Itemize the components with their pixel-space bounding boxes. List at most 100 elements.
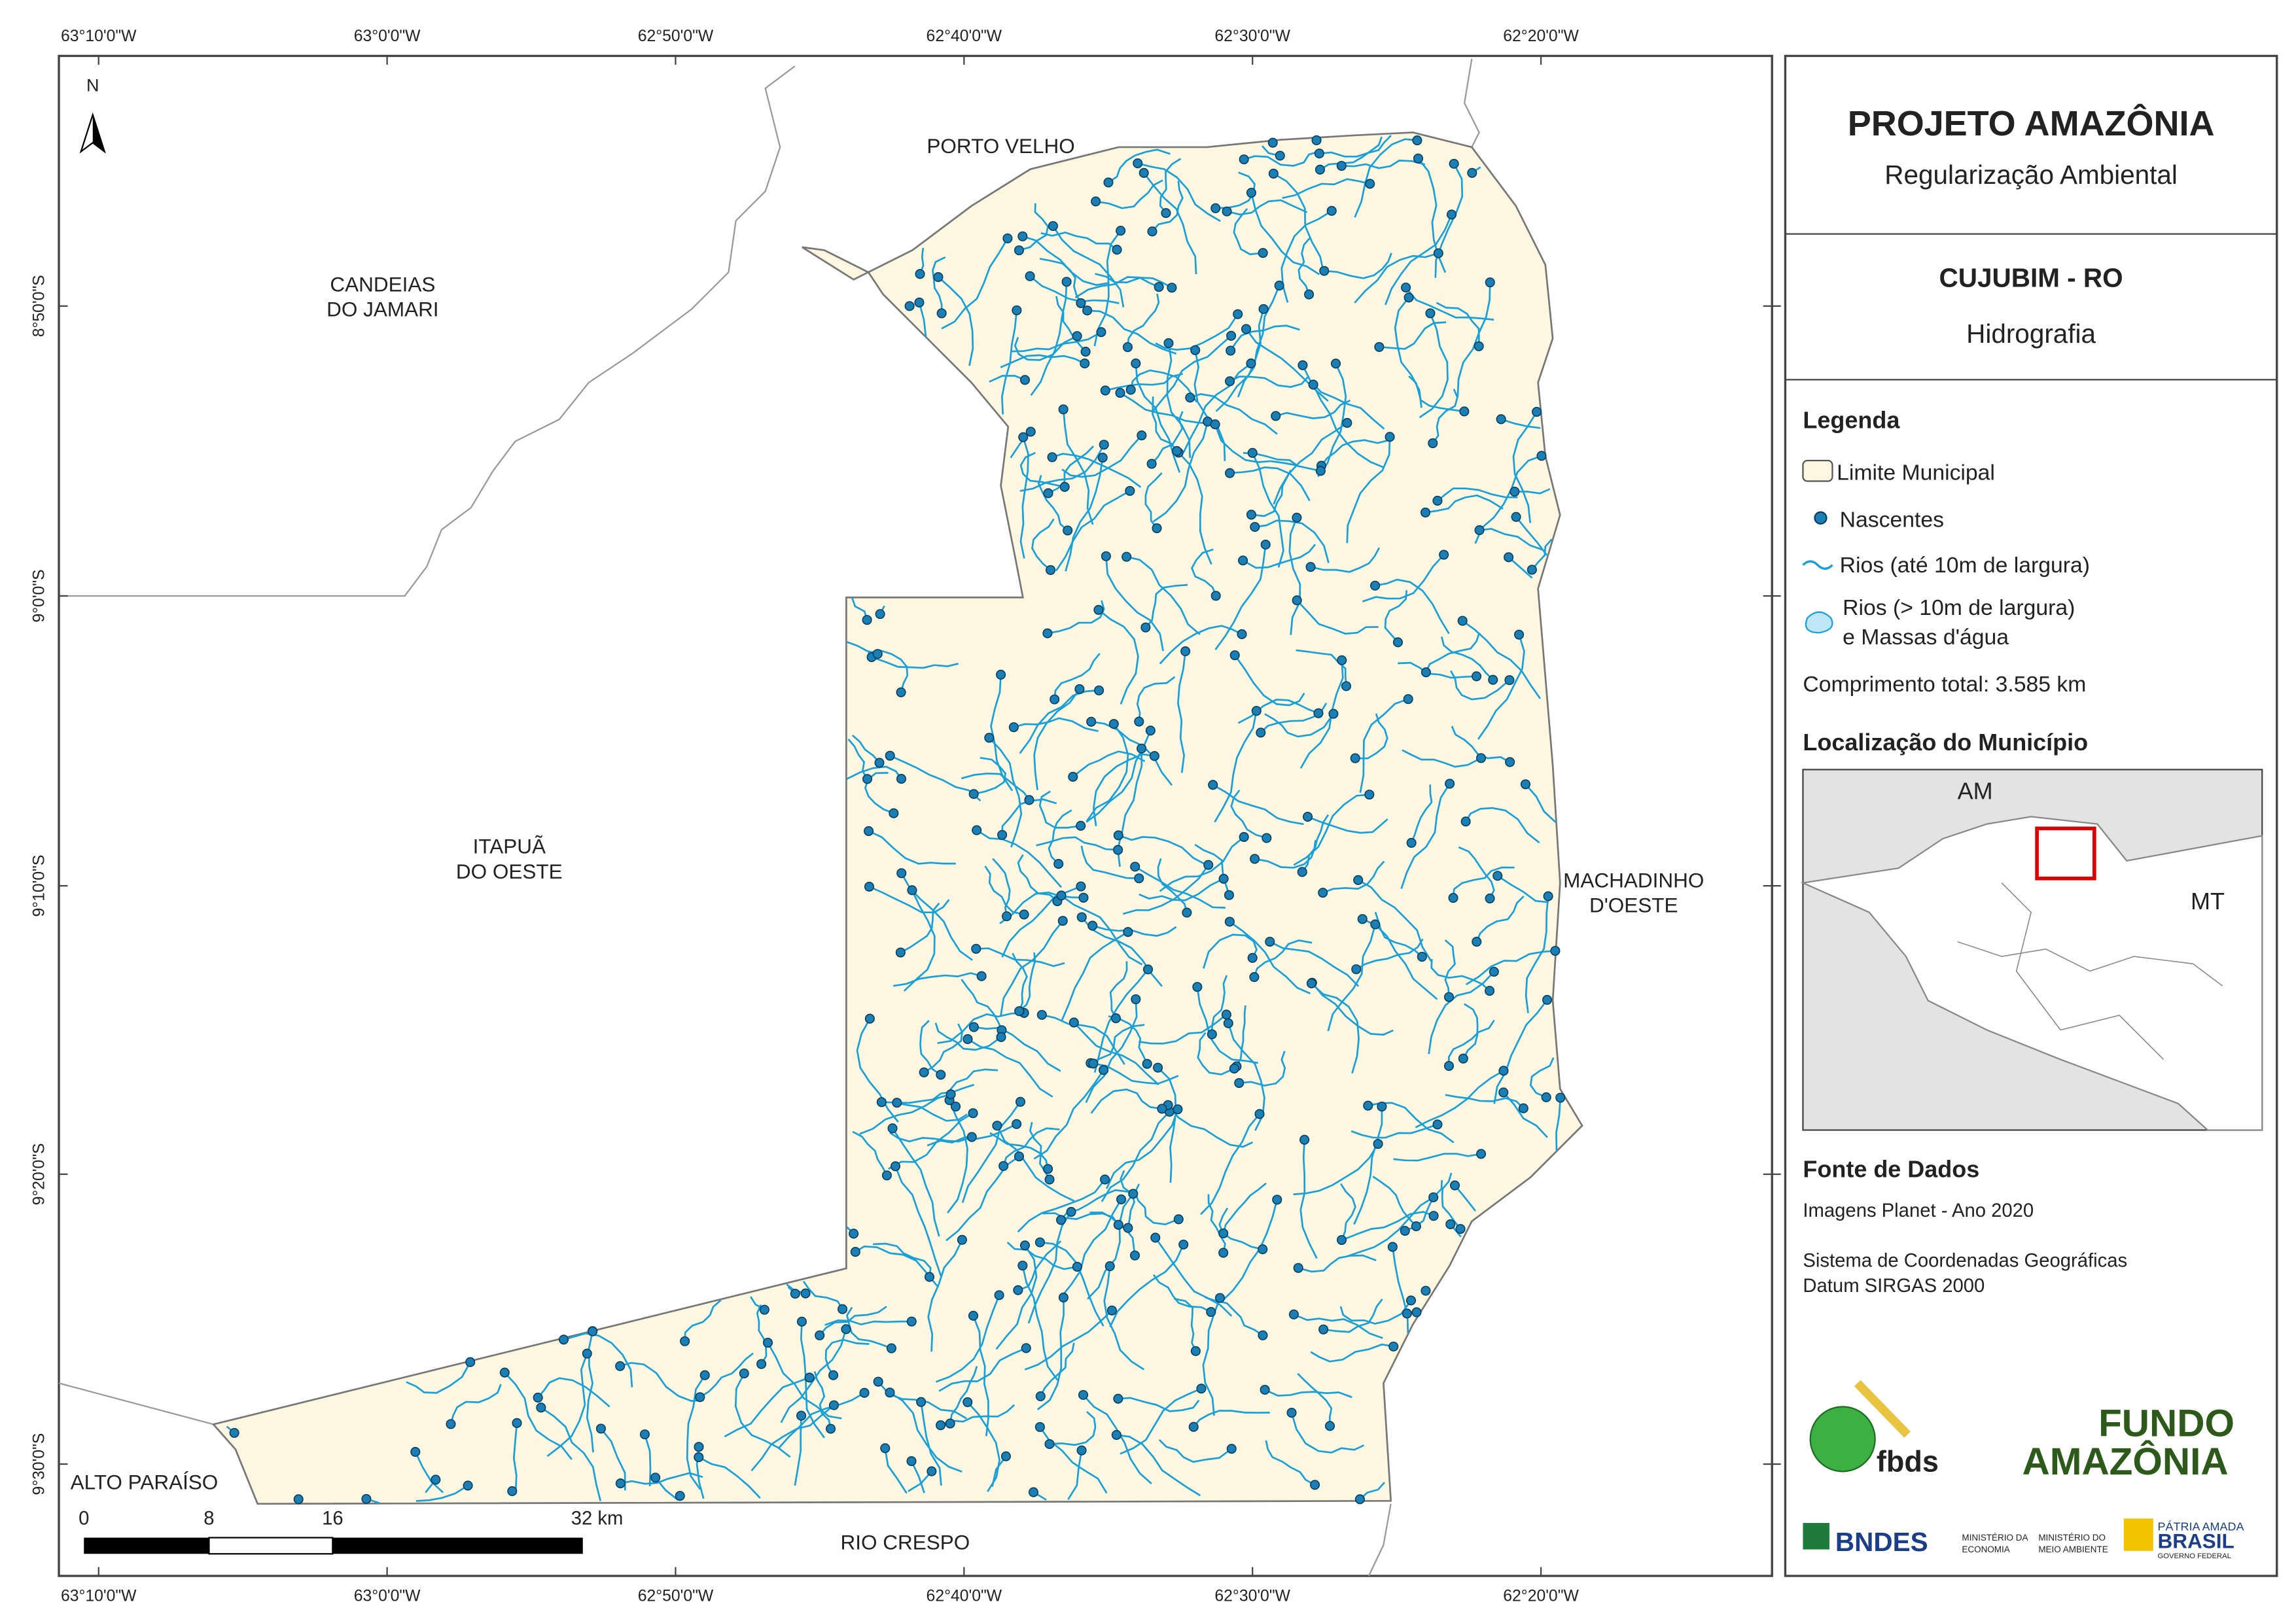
scale-segment [84, 1537, 209, 1554]
spring [1173, 1214, 1184, 1225]
spring [1286, 1408, 1297, 1418]
river [1108, 148, 1171, 184]
spring [1303, 812, 1313, 822]
spring [533, 1392, 543, 1403]
spring [1536, 451, 1547, 461]
spring [1304, 289, 1315, 300]
fbds-text: fbds [1877, 1444, 1939, 1478]
river [1323, 1299, 1383, 1333]
river [1136, 676, 1176, 722]
river [1253, 939, 1313, 977]
legend-boundary-icon [1802, 459, 1833, 482]
river [873, 1242, 932, 1278]
spring [1443, 1060, 1455, 1071]
river [1464, 807, 1540, 844]
spring [1496, 414, 1506, 425]
hydrography [226, 135, 1566, 1505]
spring [859, 1387, 870, 1398]
spring [896, 774, 907, 784]
spring [1475, 1149, 1487, 1159]
river [927, 1239, 963, 1352]
spring [1510, 486, 1520, 497]
spring [896, 868, 907, 879]
spring [1421, 1285, 1431, 1296]
place-label: ALTO PARAÍSO [71, 1470, 219, 1493]
spring [885, 750, 895, 761]
spring [968, 1022, 979, 1032]
river [1229, 375, 1309, 388]
spring [1014, 245, 1024, 256]
spring [1185, 393, 1195, 403]
river [1182, 362, 1252, 453]
spring [1002, 233, 1013, 243]
river [1017, 1240, 1062, 1291]
spring [446, 1419, 456, 1429]
spring [1555, 1092, 1566, 1103]
river [1444, 939, 1456, 998]
place-label: CANDEIAS [330, 272, 435, 296]
river [889, 1391, 963, 1473]
river [1458, 846, 1495, 899]
river [1354, 138, 1418, 218]
river [1322, 860, 1385, 894]
spring [1116, 226, 1126, 236]
river [934, 1022, 1002, 1051]
spring [762, 1337, 773, 1348]
spring [1238, 555, 1248, 566]
spring [1328, 708, 1339, 719]
spring [992, 1121, 1002, 1131]
spring [675, 1491, 685, 1501]
river [537, 1377, 610, 1408]
spring [1042, 628, 1053, 638]
spring [465, 1357, 476, 1367]
river [900, 902, 940, 954]
spring [915, 269, 925, 279]
spring [1246, 510, 1256, 520]
river [1065, 457, 1104, 572]
spring [1443, 992, 1455, 1002]
river [1310, 547, 1381, 573]
spring [906, 1456, 917, 1467]
river [1384, 590, 1408, 643]
river [1265, 1440, 1316, 1486]
spring [841, 1324, 851, 1335]
spring [1190, 1346, 1201, 1356]
spring [1053, 859, 1064, 869]
river [935, 1295, 1000, 1383]
spring [1130, 862, 1140, 872]
river [891, 1128, 940, 1237]
spring [1113, 1219, 1123, 1230]
river [859, 1093, 951, 1135]
river [938, 276, 974, 366]
spring [1250, 854, 1260, 864]
longitude-label: 62°20'0"W [1503, 1587, 1579, 1605]
river [868, 886, 950, 914]
spring [1068, 771, 1078, 782]
river [949, 1366, 978, 1424]
river [1190, 393, 1278, 435]
spring [1058, 1292, 1069, 1302]
river [1022, 235, 1108, 287]
river [1092, 753, 1155, 826]
river [1021, 1265, 1059, 1381]
spring [229, 1427, 239, 1438]
river [1202, 1297, 1221, 1416]
spring [1048, 220, 1058, 232]
river [1177, 651, 1186, 773]
spring [1405, 1295, 1416, 1306]
river [1018, 952, 1036, 1012]
spring [1122, 551, 1132, 562]
spring [1218, 873, 1229, 884]
spring [1012, 305, 1022, 315]
spring [936, 1070, 946, 1080]
spring [1008, 722, 1019, 733]
spring [1455, 1224, 1466, 1234]
river [1029, 275, 1120, 304]
spring [1370, 919, 1381, 930]
spring [1311, 135, 1322, 145]
legend-spring-icon [1814, 511, 1828, 525]
spring [1413, 153, 1424, 164]
legend-label: Nascentes [1840, 507, 1944, 532]
river [1311, 983, 1360, 1074]
spring [1541, 1092, 1551, 1102]
